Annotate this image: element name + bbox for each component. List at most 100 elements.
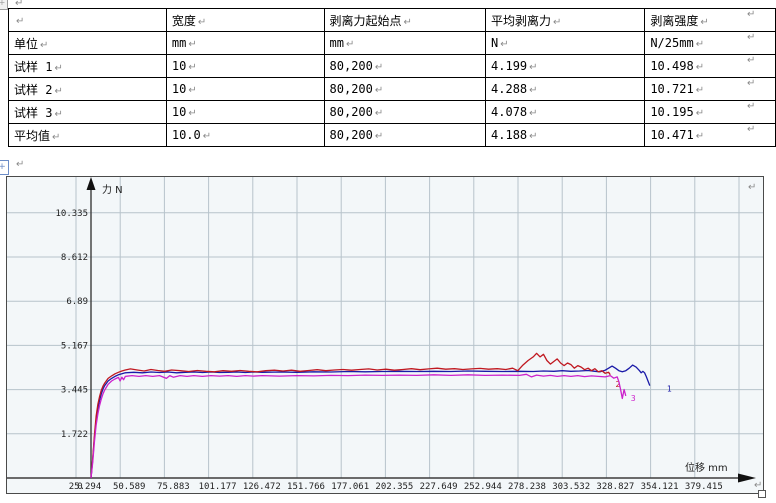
table-row: 试样 1 ↵ 10 ↵ 80,200 ↵ 4.199 ↵ 10.498 ↵ bbox=[8, 54, 776, 78]
x-tick-label: 50.589 bbox=[113, 482, 146, 492]
x-tick-label: 278.238 bbox=[508, 482, 546, 492]
pilcrow-mark: ↵ bbox=[747, 9, 756, 20]
x-tick-label: 354.121 bbox=[641, 482, 679, 492]
table-cell-text: 4.199 bbox=[491, 59, 528, 73]
table-cell[interactable]: 4.188 ↵ bbox=[485, 123, 646, 147]
table-cell[interactable]: mm ↵ bbox=[165, 31, 325, 55]
table-cell-text: 80,200 bbox=[329, 82, 373, 96]
table-cell[interactable]: 宽度 ↵ bbox=[165, 8, 325, 32]
table-cell[interactable]: 试样 2 ↵ bbox=[8, 77, 167, 101]
table-cell[interactable]: 80,200 ↵ bbox=[323, 123, 487, 147]
table-cell[interactable]: 10.471 ↵ bbox=[644, 123, 776, 147]
pilcrow-mark: ↵ bbox=[202, 131, 212, 142]
table-cell-text: N/25mm bbox=[650, 36, 694, 50]
pilcrow-mark: ↵ bbox=[695, 39, 705, 50]
table-cell-text: 剥离强度 bbox=[650, 13, 699, 28]
pilcrow-mark: ↵ bbox=[529, 131, 538, 142]
x-tick-label: 126.472 bbox=[243, 482, 281, 492]
x-axis-title: 位移 mm bbox=[685, 461, 728, 474]
pilcrow-mark: ↵ bbox=[500, 39, 509, 50]
chart-resize-handle[interactable] bbox=[758, 490, 766, 498]
pilcrow-mark: ↵ bbox=[374, 131, 384, 142]
pilcrow-mark: ↵ bbox=[16, 159, 25, 170]
table-cell[interactable]: ↵ bbox=[8, 8, 167, 32]
table-cell[interactable]: N ↵ bbox=[485, 31, 646, 55]
x-tick-label: 101.177 bbox=[199, 482, 237, 492]
pilcrow-mark: ↵ bbox=[374, 108, 384, 119]
table-cell-text: 10.498 bbox=[650, 59, 694, 73]
table-cell-text: 80,200 bbox=[329, 105, 373, 119]
y-axis-title: 力 N bbox=[102, 183, 123, 196]
data-curve-2 bbox=[90, 352, 611, 479]
table-row: 试样 2 ↵ 10 ↵ 80,200 ↵ 4.288 ↵ 10.721 ↵ bbox=[8, 77, 776, 101]
data-curve-1 bbox=[90, 364, 651, 479]
table-cell-text: 4.078 bbox=[491, 105, 528, 119]
table-cell-text: 10.471 bbox=[650, 128, 694, 142]
pilcrow-mark: ↵ bbox=[188, 39, 197, 50]
table-cell-text: 10 bbox=[171, 82, 187, 96]
pilcrow-mark: ↵ bbox=[16, 16, 25, 27]
pilcrow-mark: ↵ bbox=[700, 16, 709, 28]
table-cell-text: 平均剥离力 bbox=[491, 13, 552, 28]
object-anchor-icon[interactable]: + bbox=[0, 160, 9, 175]
table-cell-text: 10.721 bbox=[650, 82, 694, 96]
pilcrow-mark: ↵ bbox=[54, 108, 63, 120]
table-cell[interactable]: 80,200 ↵ bbox=[323, 100, 487, 124]
pilcrow-mark: ↵ bbox=[52, 131, 61, 143]
table-cell-text: 试样 2 bbox=[14, 82, 53, 97]
pilcrow-mark: ↵ bbox=[748, 182, 757, 193]
table-cell-text: 试样 3 bbox=[14, 105, 53, 120]
table-cell[interactable]: 试样 3 ↵ bbox=[8, 100, 167, 124]
table-cell[interactable]: 10.0 ↵ bbox=[165, 123, 325, 147]
table-cell-text: mm bbox=[171, 36, 187, 50]
table-cell[interactable]: 10 ↵ bbox=[165, 54, 325, 78]
pilcrow-mark: ↵ bbox=[695, 85, 705, 96]
table-cell[interactable]: 80,200 ↵ bbox=[323, 77, 487, 101]
y-tick-label: 3.445 bbox=[61, 386, 88, 396]
y-tick-label: 6.89 bbox=[66, 297, 88, 307]
table-cell[interactable]: 80,200 ↵ bbox=[323, 54, 487, 78]
table-cell[interactable]: N/25mm ↵ bbox=[644, 31, 776, 55]
table-row: 试样 3 ↵ 10 ↵ 80,200 ↵ 4.078 ↵ 10.195 ↵ bbox=[8, 100, 776, 124]
table-cell[interactable]: 平均值 ↵ bbox=[8, 123, 167, 147]
pilcrow-mark: ↵ bbox=[747, 101, 756, 112]
table-cell-text: 10.195 bbox=[650, 105, 694, 119]
table-cell[interactable]: 试样 1 ↵ bbox=[8, 54, 167, 78]
x-tick-label: 25.294 bbox=[69, 482, 102, 492]
pilcrow-mark: ↵ bbox=[747, 124, 756, 135]
table-cell[interactable]: 4.078 ↵ bbox=[485, 100, 646, 124]
pilcrow-mark: ↵ bbox=[197, 16, 207, 28]
x-tick-label: 252.944 bbox=[464, 482, 502, 492]
table-cell[interactable]: 4.199 ↵ bbox=[485, 54, 646, 78]
table-cell[interactable]: 单位 ↵ bbox=[8, 31, 167, 55]
table-cell[interactable]: 平均剥离力 ↵ bbox=[485, 8, 646, 32]
pilcrow-mark: ↵ bbox=[54, 85, 63, 97]
table-cell[interactable]: mm ↵ bbox=[323, 31, 487, 55]
pilcrow-mark: ↵ bbox=[40, 39, 49, 51]
chart-canvas[interactable]: 力 N 位移 mm 025.294 50.589 75.883 101.177 126.47… bbox=[6, 176, 764, 494]
table-cell-text: N bbox=[491, 36, 499, 50]
pilcrow-mark: ↵ bbox=[754, 480, 763, 491]
table-cell[interactable]: 10.721 ↵ bbox=[644, 77, 776, 101]
pilcrow-mark: ↵ bbox=[188, 108, 197, 119]
x-tick-label: 202.355 bbox=[375, 482, 413, 492]
table-cell-text: 单位 bbox=[14, 36, 39, 51]
table-cell[interactable]: 剥离强度 ↵ bbox=[644, 8, 776, 32]
table-cell-text: 剥离力起始点 bbox=[329, 13, 402, 28]
table-cell[interactable]: 剥离力起始点 ↵ bbox=[323, 8, 487, 32]
y-tick-label: 5.167 bbox=[61, 341, 88, 351]
x-tick-label: 328.827 bbox=[596, 482, 634, 492]
x-tick-label: 75.883 bbox=[157, 482, 190, 492]
table-cell[interactable]: 10.498 ↵ bbox=[644, 54, 776, 78]
x-tick-label: 379.415 bbox=[685, 482, 723, 492]
table-cell[interactable]: 10 ↵ bbox=[165, 77, 325, 101]
table-cell[interactable]: 10.195 ↵ bbox=[644, 100, 776, 124]
force-displacement-chart[interactable]: 力 N 位移 mm 0 25.294 50.589 75.883 101.177 126.47… bbox=[6, 176, 764, 494]
pilcrow-mark: ↵ bbox=[747, 32, 756, 43]
table-move-handle-icon[interactable]: + bbox=[0, 0, 8, 10]
table-cell[interactable]: 4.288 ↵ bbox=[485, 77, 646, 101]
y-tick-label: 8.612 bbox=[61, 253, 88, 263]
pilcrow-mark: ↵ bbox=[15, 0, 24, 9]
table-cell[interactable]: 10 ↵ bbox=[165, 100, 325, 124]
table-cell-text: 10 bbox=[171, 59, 187, 73]
